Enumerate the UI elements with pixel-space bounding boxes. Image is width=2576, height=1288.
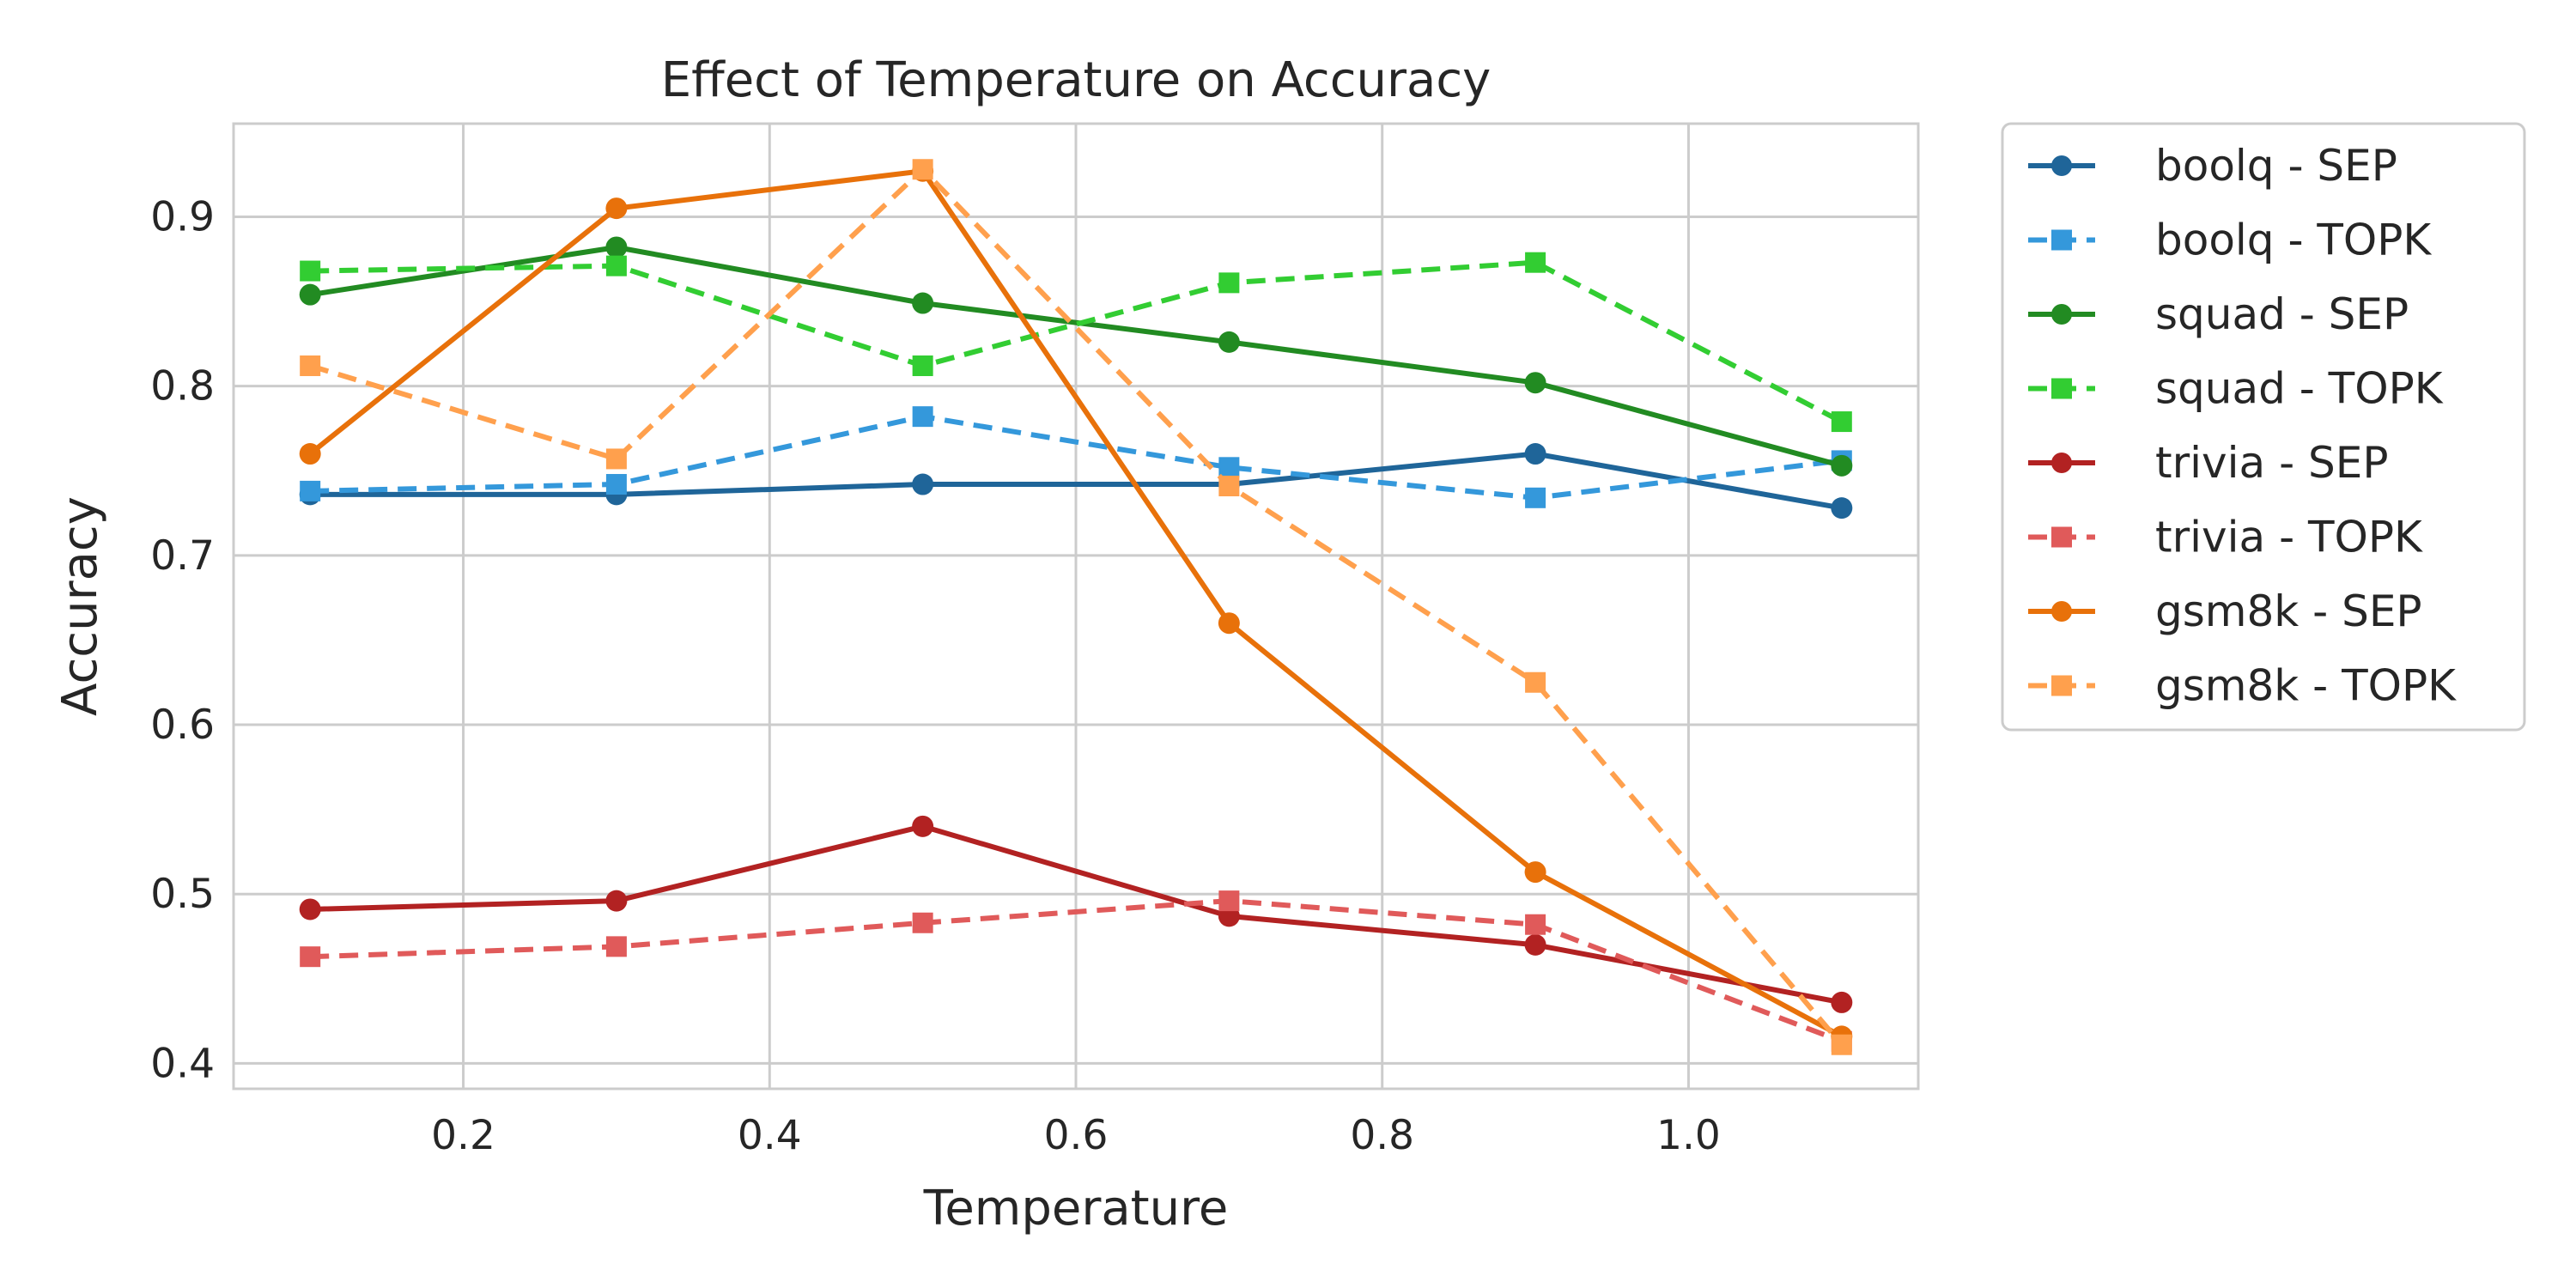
chart-title: Effect of Temperature on Accuracy [661, 52, 1492, 108]
y-tick-label: 0.8 [150, 363, 215, 410]
legend-marker [2051, 675, 2072, 696]
series-squad-sep [299, 236, 1853, 477]
legend-label: gsm8k - TOPK [2155, 661, 2457, 711]
data-point [1218, 890, 1240, 912]
legend-marker [2051, 526, 2072, 548]
data-point [605, 890, 628, 912]
data-point [1524, 861, 1546, 884]
x-tick-label: 0.2 [431, 1112, 495, 1159]
x-tick-label: 0.4 [738, 1112, 802, 1159]
y-axis-title: Accuracy [52, 496, 108, 716]
grid-lines [234, 124, 1918, 1089]
legend-label: boolq - SEP [2155, 141, 2397, 191]
data-point [1831, 454, 1853, 477]
series-line [307, 245, 1844, 469]
legend-item-gsm8k-topk: gsm8k - TOPK [2028, 661, 2457, 711]
data-point [1525, 487, 1546, 508]
legend-item-boolq-topk: boolq - TOPK [2028, 216, 2432, 265]
legend-item-squad-topk: squad - TOPK [2028, 364, 2444, 414]
data-point [912, 406, 933, 428]
data-point [1524, 372, 1546, 394]
data-point [1831, 497, 1853, 519]
data-point [912, 473, 934, 495]
legend-item-gsm8k-sep: gsm8k - SEP [2028, 586, 2422, 636]
legend-marker [2051, 601, 2072, 622]
data-point [1218, 475, 1240, 496]
series-line [310, 898, 1843, 1044]
data-point [912, 159, 933, 180]
legend-label: gsm8k - SEP [2155, 586, 2422, 636]
y-tick-label: 0.7 [150, 532, 215, 580]
data-point [912, 292, 934, 314]
legend-item-trivia-sep: trivia - SEP [2028, 438, 2388, 488]
data-point [299, 283, 321, 306]
legend-item-boolq-sep: boolq - SEP [2028, 141, 2397, 191]
series-line [307, 823, 1844, 1005]
data-point [1525, 671, 1546, 693]
data-point [1218, 612, 1240, 635]
data-point [1218, 457, 1240, 478]
series-gsm8k-topk [300, 159, 1852, 1055]
y-tick-label: 0.5 [150, 871, 215, 918]
x-tick-label: 0.8 [1350, 1112, 1414, 1159]
y-tick-label: 0.9 [150, 193, 215, 240]
data-point [1524, 933, 1546, 956]
legend: boolq - SEP boolq - TOPK squad - SEP squad … [2001, 122, 2526, 732]
y-tick-label: 0.4 [150, 1040, 215, 1087]
data-point [1831, 991, 1853, 1013]
series-squad-topk [300, 252, 1852, 433]
data-point [1525, 252, 1546, 273]
data-point [299, 898, 321, 920]
data-point [300, 480, 321, 501]
data-point [1218, 331, 1240, 353]
series-layer [299, 159, 1853, 1055]
legend-marker [2051, 155, 2072, 176]
series-line [310, 414, 1843, 501]
x-axis-title: Temperature [923, 1181, 1229, 1236]
data-point [912, 355, 933, 376]
data-point [605, 936, 627, 957]
legend-label: trivia - SEP [2155, 438, 2388, 488]
y-axis-ticks: 0.4 0.5 0.6 0.7 0.8 0.9 [150, 193, 215, 1087]
legend-marker [2051, 229, 2072, 251]
data-point [300, 946, 321, 968]
series-line [309, 167, 1844, 1047]
legend-item-squad-sep: squad - SEP [2028, 289, 2409, 339]
data-point [300, 260, 321, 282]
data-point [1218, 272, 1240, 294]
data-point [300, 355, 321, 376]
data-point [1525, 914, 1546, 935]
data-point [605, 197, 628, 220]
series-line [307, 451, 1844, 511]
x-tick-label: 1.0 [1656, 1112, 1721, 1159]
legend-marker [2051, 378, 2072, 399]
legend-label: boolq - TOPK [2155, 216, 2432, 265]
legend-item-trivia-topk: trivia - TOPK [2028, 513, 2423, 562]
data-point [912, 815, 934, 837]
legend-label: squad - TOPK [2155, 364, 2444, 414]
data-point [605, 236, 628, 258]
series-line [307, 168, 1844, 1039]
data-point [605, 474, 627, 495]
data-point [1831, 1034, 1852, 1055]
legend-frame [2001, 122, 2526, 732]
legend-label: trivia - TOPK [2155, 513, 2423, 562]
data-point [1524, 443, 1546, 465]
data-point [605, 448, 627, 470]
data-point [912, 912, 933, 933]
data-point [1831, 411, 1852, 433]
data-point [299, 443, 321, 465]
legend-marker [2051, 453, 2072, 473]
plot-frame [232, 122, 1920, 1091]
legend-label: squad - SEP [2155, 289, 2409, 339]
legend-marker [2051, 304, 2072, 325]
series-trivia-sep [299, 815, 1853, 1013]
x-tick-label: 0.6 [1044, 1112, 1109, 1159]
y-tick-label: 0.6 [150, 702, 215, 749]
data-point [605, 255, 627, 276]
x-axis-ticks: 0.2 0.4 0.6 0.8 1.0 [431, 1112, 1721, 1159]
